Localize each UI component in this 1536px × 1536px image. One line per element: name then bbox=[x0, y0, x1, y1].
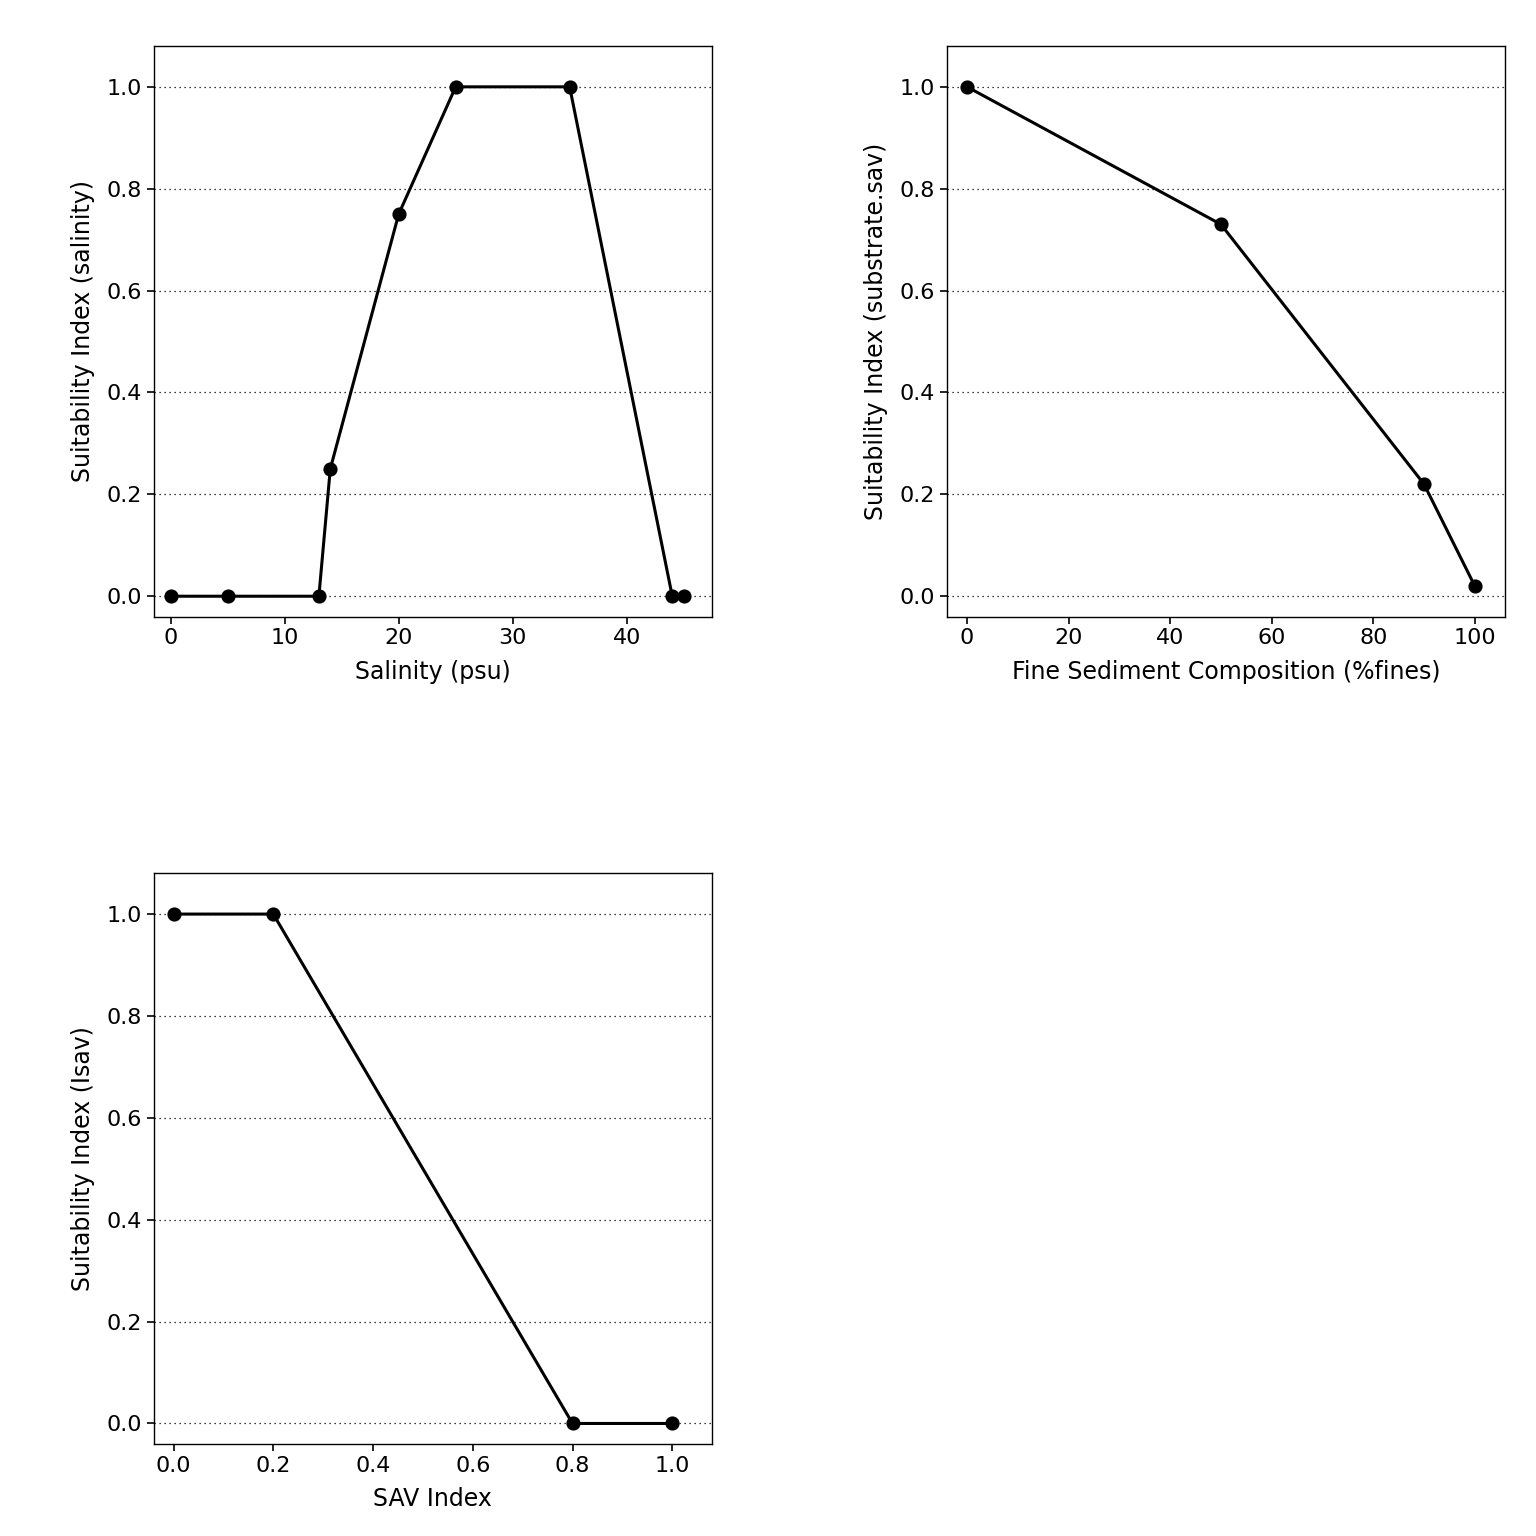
Y-axis label: Suitability Index (Isav): Suitability Index (Isav) bbox=[71, 1026, 95, 1292]
Y-axis label: Suitability Index (salinity): Suitability Index (salinity) bbox=[71, 180, 95, 482]
X-axis label: Salinity (psu): Salinity (psu) bbox=[355, 659, 511, 684]
X-axis label: SAV Index: SAV Index bbox=[373, 1487, 493, 1511]
Y-axis label: Suitability Index (substrate.sav): Suitability Index (substrate.sav) bbox=[865, 143, 888, 521]
X-axis label: Fine Sediment Composition (%fines): Fine Sediment Composition (%fines) bbox=[1012, 659, 1441, 684]
